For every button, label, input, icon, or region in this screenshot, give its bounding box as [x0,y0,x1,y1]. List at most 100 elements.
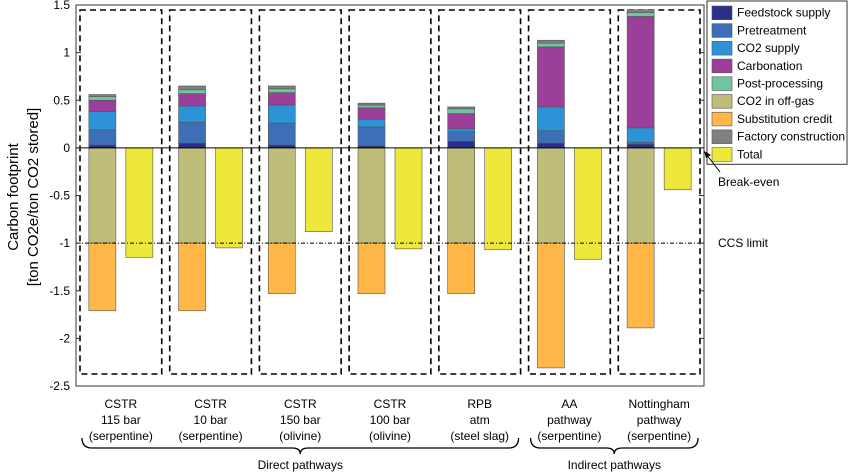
bar-segment [537,46,565,108]
category-label: (steel slag) [450,429,509,443]
ccs-limit-label: CCS limit [718,236,769,250]
total-bar [394,147,423,250]
group-brace [529,437,699,455]
category-label: (olivine) [279,429,321,443]
bar-segment [447,128,476,132]
legend-swatch [711,76,733,91]
legend-label: Factory construction [737,130,845,144]
bar-segment [357,104,386,109]
category-label: RPB [467,397,492,411]
bar-segment [626,147,655,244]
y-axis-label-line1: Carbon footprint [5,142,22,250]
bar-segment [537,106,565,132]
group-label: Direct pathways [258,458,343,472]
category-dashed-box [438,9,522,375]
bar-segment [178,242,206,312]
bar-segment [626,9,655,13]
bar-segment [447,140,476,149]
category-label: (serpentine) [89,429,153,443]
bar-segment [357,126,386,147]
y-tick-label: 1.5 [53,0,70,12]
bar-segment [267,85,296,90]
legend-label: Total [737,147,762,161]
category-label: 10 bar [194,413,228,427]
bar-segment [447,147,476,244]
bar-segment [267,122,296,146]
category-dashed-box [348,9,432,375]
category-label: (serpentine) [179,429,243,443]
category-label: atm [470,413,490,427]
bar-segment [537,42,565,48]
category-dashed-box [527,9,612,375]
bar-segment [357,107,386,120]
category-label: CSTR [374,397,407,411]
bar-segment [537,130,565,144]
bar-segment [537,142,565,149]
category-label: pathway [547,413,592,427]
category-label: CSTR [194,397,227,411]
bar-segment [267,88,296,93]
bar-segment [88,96,117,101]
category-label: (serpentine) [627,429,691,443]
bar-segment [178,147,206,244]
category-dashed-box [258,9,342,375]
break-even-arrow [705,153,721,173]
category-label: 115 bar [101,413,141,427]
bar-segment [88,242,117,312]
bar-segment [447,131,476,142]
legend-swatch [711,41,733,56]
legend-swatch [711,58,733,74]
total-bar [574,147,602,260]
bar-segment [178,142,206,149]
total-bar [304,147,333,232]
break-even-arrowhead [704,151,711,158]
bar-segment [626,143,655,149]
bar-segment [88,129,117,146]
y-tick-label: 1 [63,46,70,60]
bar-segment [447,113,476,130]
bar-segment [626,16,655,129]
bar-segment [88,147,117,244]
bar-segment [537,242,565,369]
bar-segment [267,104,296,124]
category-label: CSTR [105,397,138,411]
bar-segment [178,89,206,94]
bar-segment [178,105,206,123]
y-tick-label: -2 [59,331,70,345]
category-label: AA [561,397,577,411]
total-bar [215,147,243,249]
bar-segment [267,242,296,294]
legend-swatch [711,147,733,162]
total-bar [663,147,692,191]
bar-segment [178,93,206,107]
bar-segment [88,94,117,97]
break-even-label: Break-even [718,175,779,189]
category-label: CSTR [284,397,317,411]
y-axis-label-line2: [ton CO2e/ton CO2 stored] [25,108,42,286]
category-label: 150 bar [280,413,321,427]
bar-segment [267,147,296,244]
category-label: Nottingham [628,397,689,411]
category-label: (olivine) [369,429,411,443]
category-dashed-box [617,9,701,375]
y-tick-label: -0.5 [49,189,70,203]
total-bar [125,147,154,258]
group-label: Indirect pathways [568,458,661,472]
category-dashed-box [79,9,163,375]
legend-label: CO2 in off-gas [737,94,814,108]
bar-segment [447,106,476,110]
legend-label: Pretreatment [737,23,807,37]
y-tick-label: 0 [63,141,70,155]
category-label: 100 bar [370,413,411,427]
bar-segment [178,85,206,91]
group-brace [81,437,520,455]
bar-segment [537,147,565,244]
category-label: (serpentine) [537,429,601,443]
legend-label: CO2 supply [737,41,800,55]
y-tick-label: -2.5 [49,379,70,393]
bar-segment [357,147,386,244]
legend-label: Feedstock supply [737,6,830,20]
legend-label: Post-processing [737,77,823,91]
bar-segment [357,242,386,294]
